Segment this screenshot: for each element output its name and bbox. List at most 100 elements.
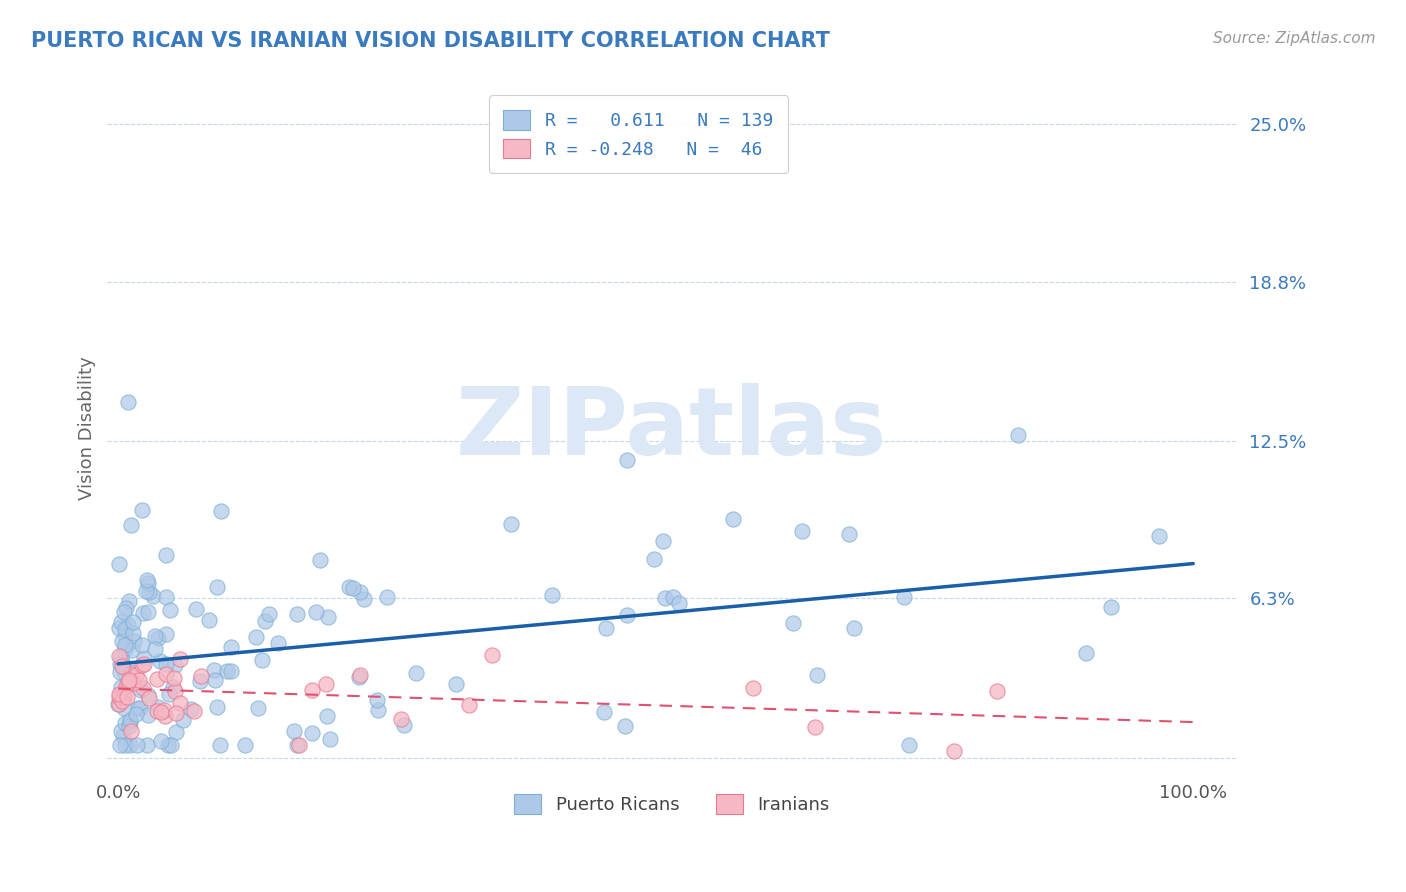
Point — [190, 669, 212, 683]
Point — [211, 504, 233, 518]
Point — [120, 724, 142, 739]
Point — [337, 580, 360, 594]
Point — [235, 739, 257, 753]
Point — [315, 708, 337, 723]
Point — [183, 704, 205, 718]
Point — [128, 673, 150, 687]
Point — [838, 526, 860, 541]
Point — [111, 659, 134, 673]
Point — [662, 590, 685, 604]
Point — [723, 512, 745, 526]
Point — [155, 548, 177, 562]
Point — [118, 713, 141, 727]
Point — [136, 739, 159, 753]
Point — [301, 683, 323, 698]
Point — [204, 673, 226, 687]
Point — [125, 707, 148, 722]
Point — [121, 626, 143, 640]
Point — [111, 730, 134, 744]
Point — [205, 580, 228, 594]
Point — [142, 589, 165, 603]
Point — [118, 667, 141, 681]
Point — [457, 698, 479, 712]
Point — [782, 616, 804, 631]
Point — [614, 718, 637, 732]
Point — [131, 682, 153, 697]
Point — [180, 702, 202, 716]
Point — [668, 596, 690, 610]
Point — [118, 673, 141, 687]
Point — [108, 739, 131, 753]
Point — [107, 698, 129, 712]
Point — [209, 739, 232, 753]
Point — [207, 699, 229, 714]
Point — [114, 641, 136, 656]
Point — [122, 676, 145, 690]
Point — [138, 691, 160, 706]
Point — [112, 665, 135, 679]
Point — [138, 585, 160, 599]
Point — [1007, 428, 1029, 442]
Point — [108, 621, 131, 635]
Point — [108, 698, 131, 712]
Point — [153, 703, 176, 717]
Point — [129, 701, 152, 715]
Point — [159, 603, 181, 617]
Point — [184, 602, 207, 616]
Point — [283, 723, 305, 738]
Point — [215, 664, 238, 678]
Point — [155, 666, 177, 681]
Point — [1099, 600, 1122, 615]
Point — [160, 739, 183, 753]
Point — [120, 666, 142, 681]
Point — [595, 621, 617, 635]
Point — [897, 739, 920, 753]
Point — [652, 534, 675, 549]
Point — [132, 651, 155, 665]
Point — [375, 590, 398, 604]
Point — [146, 631, 169, 645]
Point — [172, 714, 194, 728]
Point — [540, 588, 562, 602]
Point — [155, 657, 177, 671]
Point — [136, 574, 159, 588]
Point — [125, 668, 148, 682]
Point — [316, 610, 339, 624]
Point — [118, 593, 141, 607]
Point — [150, 705, 173, 719]
Point — [319, 731, 342, 746]
Point — [131, 681, 153, 696]
Point — [156, 739, 179, 753]
Text: ZIPatlas: ZIPatlas — [456, 383, 887, 475]
Point — [125, 739, 148, 753]
Point — [117, 674, 139, 689]
Point — [111, 655, 134, 669]
Point — [942, 744, 965, 758]
Point — [149, 734, 172, 748]
Point — [169, 696, 191, 710]
Point — [146, 704, 169, 718]
Point — [134, 657, 156, 672]
Point — [392, 718, 415, 732]
Point — [108, 648, 131, 663]
Legend: Puerto Ricans, Iranians: Puerto Ricans, Iranians — [505, 785, 838, 823]
Point — [616, 608, 638, 623]
Point — [163, 657, 186, 672]
Point — [190, 673, 212, 688]
Point — [347, 670, 370, 684]
Point — [309, 553, 332, 567]
Point — [131, 638, 153, 652]
Point — [108, 665, 131, 679]
Point — [367, 703, 389, 717]
Point — [114, 715, 136, 730]
Point — [135, 583, 157, 598]
Point — [165, 683, 187, 698]
Point — [112, 605, 135, 619]
Point — [143, 642, 166, 657]
Point — [245, 630, 267, 644]
Point — [112, 690, 135, 705]
Point — [986, 683, 1008, 698]
Point — [246, 701, 269, 715]
Point — [122, 615, 145, 629]
Point — [366, 692, 388, 706]
